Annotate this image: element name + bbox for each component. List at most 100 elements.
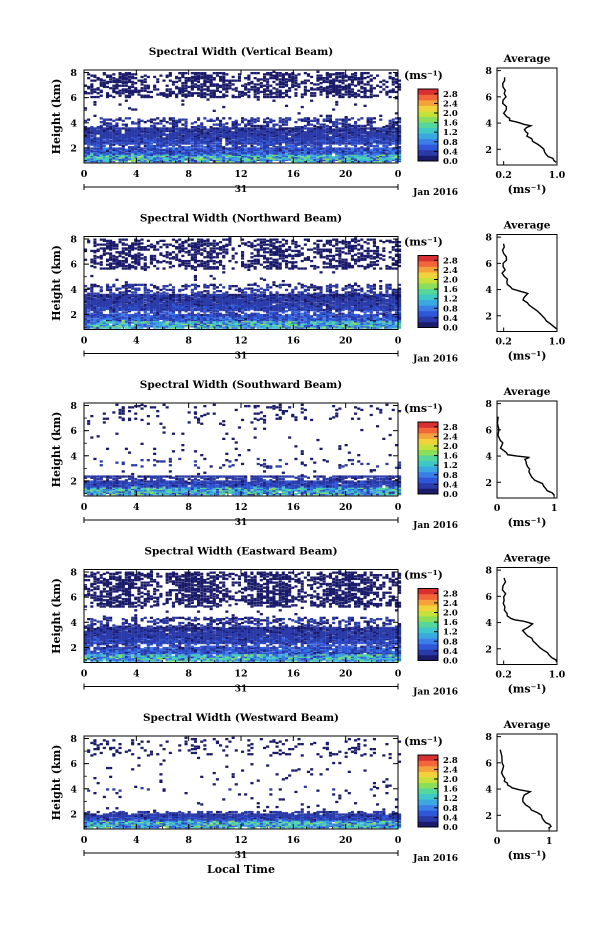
heatmap-cell	[106, 129, 110, 133]
heatmap-cell	[149, 137, 153, 140]
heatmap-cell	[171, 318, 175, 322]
heatmap-cell	[134, 315, 138, 318]
heatmap-cell	[87, 141, 91, 144]
heatmap-cell	[156, 296, 160, 299]
heatmap-cell	[128, 267, 132, 270]
heatmap-cell	[84, 138, 88, 141]
heatmap-cell	[344, 156, 348, 159]
heatmap-cell	[143, 127, 147, 130]
heatmap-cell	[93, 149, 97, 153]
heatmap-cell	[398, 149, 402, 153]
heatmap-cell	[112, 241, 116, 244]
heatmap-cell	[99, 83, 103, 86]
heatmap-cell	[285, 128, 289, 131]
heatmap-cell	[168, 315, 172, 318]
heatmap-cell	[391, 121, 395, 124]
heatmap-cell	[84, 136, 88, 139]
heatmap-cell	[306, 138, 310, 141]
heatmap-cell	[143, 74, 147, 77]
heatmap-cell	[231, 131, 235, 134]
heatmap-cell	[143, 139, 147, 143]
heatmap-cell	[225, 138, 229, 141]
heatmap-cell	[313, 124, 317, 128]
heatmap-cell	[102, 83, 106, 86]
heatmap-cell	[137, 321, 141, 324]
heatmap-cell	[96, 307, 100, 310]
heatmap-cell	[159, 142, 163, 145]
heatmap-cell	[266, 85, 270, 89]
heatmap-cell	[310, 127, 314, 130]
heatmap-cell	[87, 301, 91, 304]
heatmap-cell	[244, 133, 248, 136]
heatmap-cell	[121, 267, 125, 270]
heatmap-cell	[219, 137, 223, 140]
heatmap-cell	[391, 126, 395, 129]
heatmap-cell	[200, 154, 204, 158]
heatmap-cell	[297, 158, 301, 161]
heatmap-cell	[382, 154, 386, 158]
heatmap-cell	[181, 313, 185, 317]
heatmap-cell	[84, 312, 88, 315]
heatmap-cell	[121, 320, 125, 323]
heatmap-cell	[143, 144, 147, 148]
heatmap-cell	[90, 138, 94, 141]
heatmap-cell	[316, 119, 320, 122]
heatmap-cell	[178, 259, 182, 263]
heatmap-cell	[124, 84, 128, 87]
heatmap-cell	[128, 325, 132, 328]
heatmap-cell	[272, 99, 276, 102]
heatmap-cell	[203, 127, 207, 130]
heatmap-cell	[250, 85, 254, 89]
heatmap-cell	[350, 117, 354, 120]
heatmap-cell	[137, 133, 141, 136]
heatmap-cell	[369, 151, 373, 154]
heatmap-cell	[149, 146, 153, 149]
heatmap-cell	[162, 152, 166, 155]
heatmap-cell	[253, 148, 257, 151]
heatmap-cell	[203, 93, 207, 96]
heatmap-cell	[153, 75, 157, 79]
heatmap-cell	[225, 157, 229, 160]
heatmap-cell	[153, 152, 157, 155]
heatmap-cell	[193, 248, 197, 251]
heatmap-cell	[256, 95, 260, 99]
heatmap-cell	[118, 156, 122, 159]
heatmap-cell	[250, 148, 254, 151]
heatmap-cell	[197, 151, 201, 154]
heatmap-cell	[278, 152, 282, 155]
average-x-tick-label: 1.0	[549, 170, 566, 181]
heatmap-cell	[347, 158, 351, 161]
heatmap-cell	[115, 243, 119, 246]
heatmap-cell	[134, 305, 138, 308]
heatmap-cell	[146, 148, 150, 151]
heatmap-cell	[175, 306, 179, 309]
heatmap-cell	[87, 157, 91, 160]
heatmap-cell	[181, 131, 185, 134]
heatmap-cell	[357, 156, 361, 159]
heatmap-cell	[193, 325, 197, 328]
heatmap-cell	[124, 297, 128, 300]
heatmap-cell	[115, 326, 119, 329]
heatmap-cell	[354, 121, 358, 124]
heatmap-cell	[275, 147, 279, 150]
heatmap-cell	[193, 259, 197, 263]
heatmap-cell	[146, 293, 150, 297]
heatmap-cell	[159, 127, 163, 130]
heatmap-cell	[112, 158, 116, 161]
heatmap-cell	[256, 98, 260, 101]
heatmap-cell	[379, 129, 383, 133]
heatmap-cell	[206, 142, 210, 145]
heatmap-cell	[256, 92, 260, 95]
heatmap-cell	[190, 85, 194, 89]
heatmap-cell	[363, 92, 367, 95]
heatmap-cell	[344, 126, 348, 129]
colorbar-segment	[418, 149, 438, 156]
heatmap-cell	[84, 290, 88, 293]
heatmap-cell	[300, 82, 304, 85]
heatmap-cell	[376, 149, 380, 153]
heatmap-cell	[171, 151, 175, 154]
heatmap-cell	[84, 285, 88, 288]
heatmap-cell	[178, 151, 182, 154]
heatmap-cell	[341, 138, 345, 141]
heatmap-cell	[250, 139, 254, 143]
